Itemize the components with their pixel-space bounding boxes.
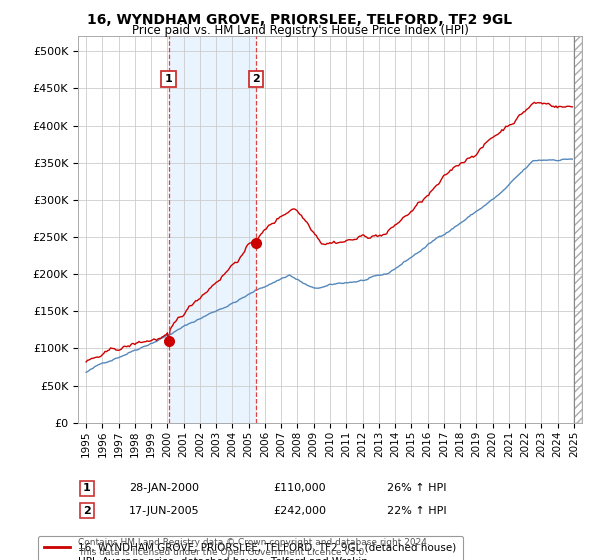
Bar xyxy=(169,36,256,423)
Text: 1: 1 xyxy=(164,74,172,84)
Text: Contains HM Land Registry data © Crown copyright and database right 2024.
This d: Contains HM Land Registry data © Crown c… xyxy=(78,538,430,557)
Text: 17-JUN-2005: 17-JUN-2005 xyxy=(129,506,200,516)
Text: 28-JAN-2000: 28-JAN-2000 xyxy=(129,483,199,493)
Text: 1: 1 xyxy=(83,483,91,493)
Text: £242,000: £242,000 xyxy=(273,506,326,516)
Text: 22% ↑ HPI: 22% ↑ HPI xyxy=(387,506,446,516)
Legend: 16, WYNDHAM GROVE, PRIORSLEE, TELFORD, TF2 9GL (detached house), HPI: Average pr: 16, WYNDHAM GROVE, PRIORSLEE, TELFORD, T… xyxy=(38,536,463,560)
Text: Price paid vs. HM Land Registry's House Price Index (HPI): Price paid vs. HM Land Registry's House … xyxy=(131,24,469,37)
Text: 16, WYNDHAM GROVE, PRIORSLEE, TELFORD, TF2 9GL: 16, WYNDHAM GROVE, PRIORSLEE, TELFORD, T… xyxy=(88,13,512,27)
Text: £110,000: £110,000 xyxy=(273,483,326,493)
Text: 2: 2 xyxy=(83,506,91,516)
Text: 26% ↑ HPI: 26% ↑ HPI xyxy=(387,483,446,493)
Text: 2: 2 xyxy=(253,74,260,84)
